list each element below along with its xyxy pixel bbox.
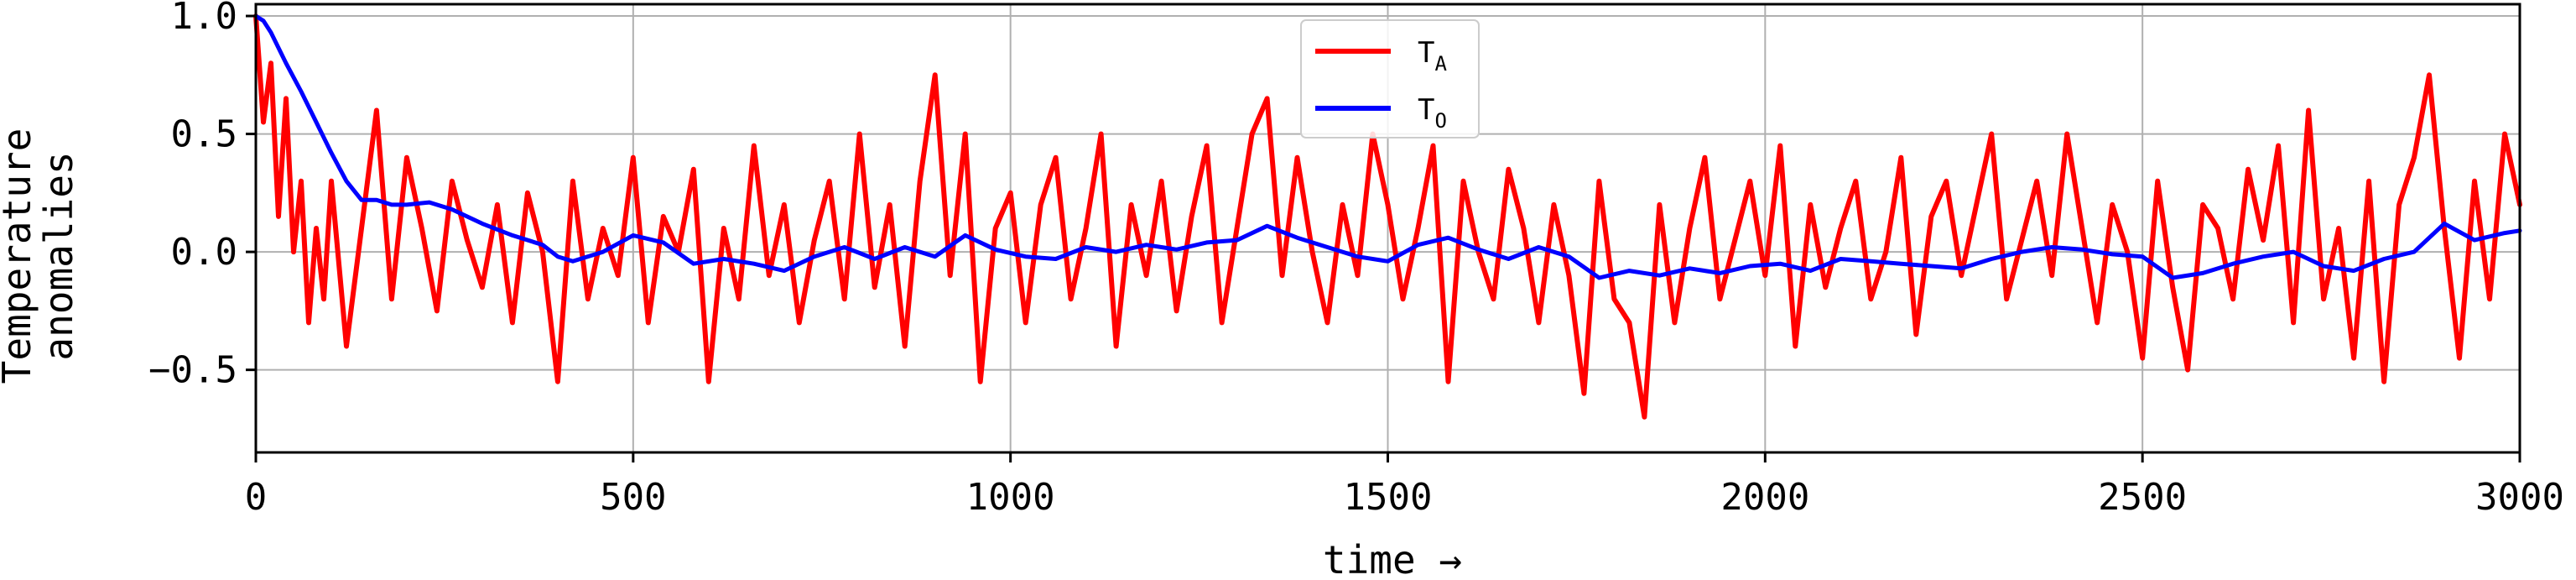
legend-label-to: TO	[1418, 93, 1447, 133]
x-tick-label: 1000	[966, 476, 1055, 519]
legend: TA TO	[1300, 19, 1480, 138]
legend-label-ta-sub: A	[1434, 52, 1447, 76]
x-tick-label: 3000	[2475, 476, 2564, 519]
x-tick-label: 0	[245, 476, 268, 519]
x-tick-label: 2500	[2098, 476, 2187, 519]
y-tick-label: −0.5	[148, 349, 237, 392]
y-tick-label: 0.0	[171, 231, 237, 274]
x-axis-ticks: 0 500 1000 1500 2000 2500 3000	[245, 452, 2564, 519]
x-tick-label: 1500	[1344, 476, 1433, 519]
y-axis-title-line-1: Temperature	[0, 128, 39, 384]
legend-label-ta: TA	[1418, 36, 1447, 76]
legend-label-ta-base: T	[1418, 36, 1434, 70]
x-tick-label: 500	[600, 476, 666, 519]
legend-box	[1300, 19, 1480, 138]
grid-lines	[255, 4, 2521, 452]
y-axis-title-line-2: anomalies	[36, 151, 81, 360]
legend-label-to-base: T	[1418, 93, 1434, 127]
x-axis-title: time →	[1323, 537, 1462, 580]
series-line-ta	[253, 13, 2522, 420]
y-tick-label: 1.0	[171, 0, 237, 38]
x-tick-label: 2000	[1720, 476, 1809, 519]
series-group	[253, 13, 2522, 420]
series-line-to	[253, 13, 2522, 280]
y-axis-ticks: −0.5 0.0 0.5 1.0	[148, 0, 256, 392]
y-tick-label: 0.5	[171, 113, 237, 156]
legend-label-to-sub: O	[1434, 109, 1446, 133]
